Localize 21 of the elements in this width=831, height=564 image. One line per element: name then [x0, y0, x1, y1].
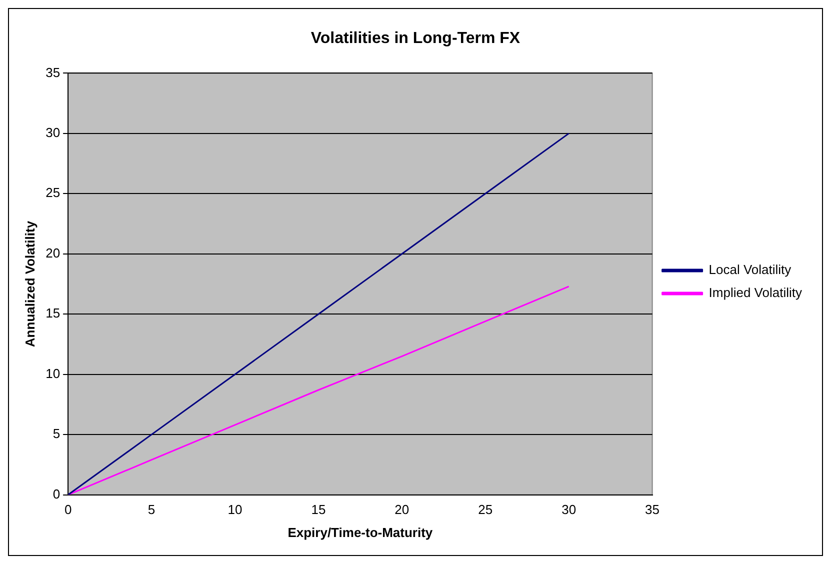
- y-tick-label: 20: [46, 245, 60, 260]
- y-axis-title: Annualized Volatility: [22, 220, 38, 348]
- x-axis-title: Expiry/Time-to-Maturity: [288, 524, 434, 540]
- y-tick-label: 25: [46, 185, 60, 200]
- x-tick-label: 25: [478, 502, 493, 518]
- y-tick-label: 35: [46, 64, 60, 80]
- legend-label: Local Volatility: [708, 262, 792, 278]
- x-tick-label: 20: [394, 502, 410, 518]
- chart-title: Volatilities in Long-Term FX: [310, 30, 520, 48]
- y-tick-label: 10: [46, 366, 60, 381]
- x-tick-label: 35: [645, 502, 660, 518]
- y-tick-label: 5: [52, 426, 60, 442]
- x-tick-label: 0: [64, 502, 72, 518]
- x-tick-label: 5: [148, 502, 156, 518]
- y-tick-label: 15: [46, 306, 60, 321]
- x-tick-label: 30: [562, 502, 576, 518]
- x-tick-label: 15: [311, 502, 326, 518]
- y-tick-label: 30: [46, 125, 60, 140]
- x-tick-label: 10: [228, 502, 242, 518]
- y-tick-label: 0: [52, 486, 60, 502]
- legend-label: Implied Volatility: [708, 285, 802, 300]
